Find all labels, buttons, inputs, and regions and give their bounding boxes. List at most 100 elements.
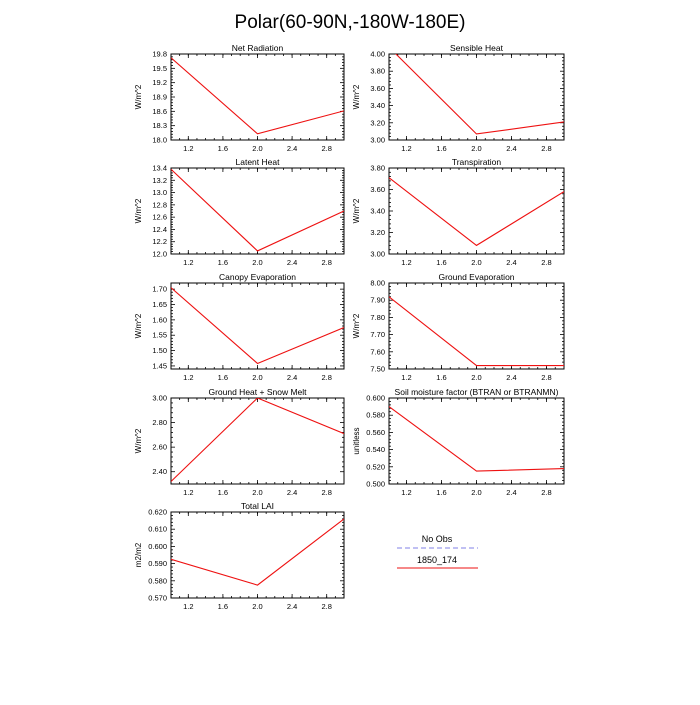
y-tick-label: 18.3 — [152, 121, 167, 130]
y-tick-label: 0.520 — [366, 462, 385, 471]
y-tick-label: 1.70 — [152, 285, 167, 294]
y-axis-label: m2/m2 — [134, 542, 143, 567]
y-tick-label: 13.0 — [152, 188, 167, 197]
panel-title: Soil moisture factor (BTRAN or BTRANMN) — [395, 387, 559, 397]
series-line-1850-174 — [389, 177, 564, 247]
x-tick-label: 2.8 — [541, 258, 551, 267]
legend-model-label: 1850_174 — [417, 555, 457, 565]
y-axis-label: W/m^2 — [134, 313, 143, 338]
x-tick-label: 2.8 — [321, 373, 331, 382]
series-line-1850-174 — [171, 287, 344, 365]
panel-frame — [388, 53, 565, 141]
x-tick-label: 2.4 — [287, 373, 297, 382]
x-tick-label: 2.4 — [506, 373, 516, 382]
y-tick-label: 4.00 — [370, 50, 385, 59]
panel-title: Canopy Evaporation — [219, 272, 296, 282]
panel-frame — [170, 53, 345, 141]
x-tick-label: 2.4 — [287, 258, 297, 267]
y-tick-label: 13.2 — [152, 176, 167, 185]
panel-frame — [170, 397, 345, 485]
panel-title: Transpiration — [452, 157, 502, 167]
x-tick-label: 2.4 — [506, 258, 516, 267]
y-tick-label: 7.50 — [370, 365, 385, 374]
series-line-1850-174 — [171, 57, 344, 135]
y-tick-label: 3.40 — [370, 101, 385, 110]
y-tick-label: 19.8 — [152, 50, 167, 59]
series-line-1850-174 — [389, 296, 564, 367]
y-tick-label: 1.65 — [152, 300, 167, 309]
y-tick-label: 0.540 — [366, 445, 385, 454]
x-tick-label: 2.8 — [321, 258, 331, 267]
panel-soil-moisture-factor-btran-or-btranmn: Soil moisture factor (BTRAN or BTRANMN) 1… — [352, 387, 565, 497]
y-tick-label: 2.60 — [152, 443, 167, 452]
panel-title: Net Radiation — [232, 43, 284, 53]
y-tick-label: 0.590 — [148, 559, 167, 568]
y-tick-label: 12.2 — [152, 237, 167, 246]
x-tick-label: 1.2 — [401, 144, 411, 153]
panel-ground-evaporation: Ground Evaporation 1.2 1.6 2.0 2.4 2.8 7.50 7.6… — [352, 272, 565, 382]
x-tick-label: 1.6 — [218, 602, 228, 611]
x-tick-label: 1.2 — [183, 144, 193, 153]
x-tick-label: 2.0 — [471, 488, 481, 497]
panel-net-radiation: Net Radiation 1.2 1.6 2.0 2.4 2.8 18.0 18.3 18.6… — [134, 43, 345, 153]
x-tick-label: 1.2 — [183, 373, 193, 382]
x-tick-label: 2.8 — [321, 488, 331, 497]
x-tick-label: 2.4 — [506, 488, 516, 497]
panel-sensible-heat: Sensible Heat 1.2 1.6 2.0 2.4 2.8 3.00 3.20 3.40… — [352, 43, 565, 153]
y-axis-label: W/m^2 — [134, 428, 143, 453]
panel-canopy-evaporation: Canopy Evaporation 1.2 1.6 2.0 2.4 2.8 1.45 1.5… — [134, 272, 345, 382]
panel-ground-heat-snow-melt: Ground Heat + Snow Melt 1.2 1.6 2.0 2.4 2.8 2.… — [134, 387, 345, 497]
x-tick-label: 1.6 — [218, 373, 228, 382]
x-tick-label: 1.6 — [218, 144, 228, 153]
x-tick-label: 2.8 — [541, 373, 551, 382]
x-tick-label: 2.4 — [506, 144, 516, 153]
x-tick-label: 1.6 — [218, 488, 228, 497]
panel-frame — [170, 167, 345, 255]
y-axis-label: W/m^2 — [134, 84, 143, 109]
x-tick-label: 1.2 — [183, 488, 193, 497]
x-tick-label: 2.0 — [252, 373, 262, 382]
x-tick-label: 1.2 — [183, 258, 193, 267]
x-tick-label: 2.0 — [252, 144, 262, 153]
y-axis-label: W/m^2 — [352, 313, 361, 338]
x-tick-label: 1.6 — [436, 258, 446, 267]
y-tick-label: 1.60 — [152, 315, 167, 324]
panel-latent-heat: Latent Heat 1.2 1.6 2.0 2.4 2.8 12.0 12.2 12.4 12… — [134, 157, 345, 267]
x-tick-label: 1.6 — [436, 144, 446, 153]
x-tick-label: 2.0 — [471, 258, 481, 267]
series-line-1850-174 — [171, 518, 344, 586]
x-tick-label: 1.2 — [401, 373, 411, 382]
y-tick-label: 18.0 — [152, 136, 167, 145]
panel-total-lai: Total LAI 1.2 1.6 2.0 2.4 2.8 0.570 0.580 0.590 0… — [134, 501, 345, 611]
x-tick-label: 2.4 — [287, 488, 297, 497]
y-tick-label: 3.00 — [152, 394, 167, 403]
figure-title: Polar(60-90N,-180W-180E) — [235, 12, 466, 33]
y-tick-label: 18.6 — [152, 107, 167, 116]
y-tick-label: 7.70 — [370, 330, 385, 339]
y-tick-label: 1.45 — [152, 361, 167, 370]
y-tick-label: 2.80 — [152, 418, 167, 427]
panel-frame — [388, 167, 565, 255]
x-tick-label: 2.8 — [541, 144, 551, 153]
y-axis-label: W/m^2 — [352, 198, 361, 223]
series-line-1850-174 — [389, 406, 564, 472]
legend: No Obs 1850_174 — [397, 534, 478, 569]
x-tick-label: 1.6 — [218, 258, 228, 267]
y-tick-label: 0.620 — [148, 508, 167, 517]
y-tick-label: 3.80 — [370, 164, 385, 173]
y-tick-label: 12.6 — [152, 213, 167, 222]
x-tick-label: 2.0 — [252, 258, 262, 267]
panel-frame — [170, 282, 345, 370]
panel-title: Ground Evaporation — [438, 272, 514, 282]
y-tick-label: 1.50 — [152, 346, 167, 355]
panel-frame — [388, 282, 565, 370]
y-tick-label: 19.2 — [152, 78, 167, 87]
panel-title: Total LAI — [241, 501, 274, 511]
y-tick-label: 0.580 — [366, 411, 385, 420]
y-tick-label: 19.5 — [152, 64, 167, 73]
x-tick-label: 2.8 — [541, 488, 551, 497]
x-tick-label: 1.6 — [436, 373, 446, 382]
y-tick-label: 3.80 — [370, 67, 385, 76]
series-line-1850-174 — [171, 398, 344, 482]
